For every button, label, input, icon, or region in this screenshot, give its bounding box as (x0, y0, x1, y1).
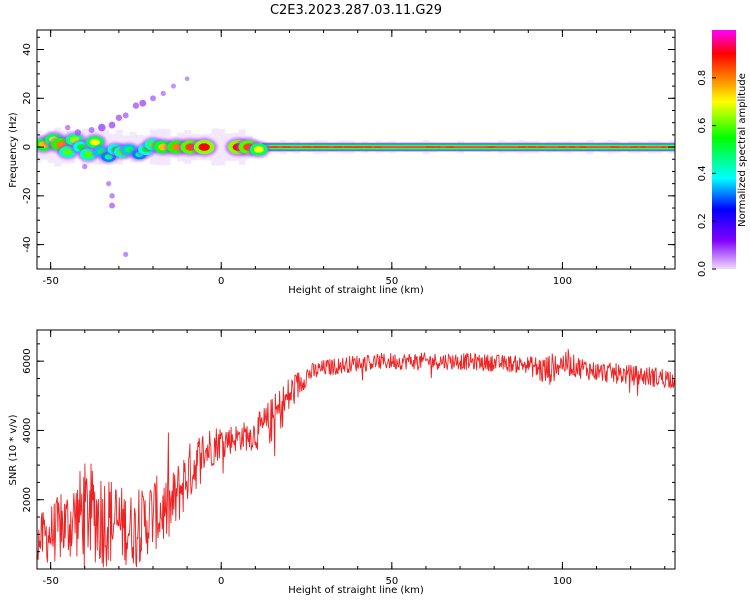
spectrogram-frame (36, 29, 676, 270)
spectral-scatter-point (108, 121, 116, 129)
spectrogram-xlabel: Height of straight line (km) (288, 285, 424, 296)
spectrogram-axes: -50 0 50 100 -40 -20 0 20 40 (22, 30, 675, 287)
figure-title: C2E3.2023.287.03.11.G29 (270, 3, 442, 18)
snr-frame (36, 329, 676, 570)
main-band-peak (528, 146, 537, 148)
spectrogram-ylabel: Frequency (Hz) (8, 112, 19, 188)
spectral-blob-core (83, 151, 93, 158)
main-band-peak (354, 146, 364, 148)
spectral-scatter-point (150, 95, 156, 102)
x-tick-label: -50 (42, 576, 58, 587)
colorbar: 0.0 0.2 0.4 0.6 0.8 Normalized spectral ampl… (697, 30, 748, 277)
main-band-peak (364, 146, 372, 148)
x-tick-label: 100 (553, 276, 572, 287)
main-band-peak (610, 146, 620, 148)
main-band-peak (323, 146, 330, 148)
colorbar-tick-label: 0.0 (697, 261, 708, 277)
spectral-scatter-point (184, 76, 190, 82)
x-tick-label: 100 (553, 576, 572, 587)
spectral-scatter-point (170, 83, 176, 89)
y-tick-label: 20 (22, 92, 33, 105)
y-tick-label: -20 (22, 188, 33, 204)
spectral-blob-core (90, 138, 100, 146)
main-band-peak (569, 146, 576, 148)
spectral-scatter-point (122, 112, 129, 119)
main-band-peak (518, 146, 526, 148)
colorbar-gradient (712, 30, 736, 269)
main-band-peak (374, 146, 381, 148)
x-tick-label: 50 (385, 576, 398, 587)
main-band-peak (344, 146, 354, 148)
main-band-peak (303, 146, 312, 148)
colorbar-tick-label: 0.6 (697, 118, 708, 134)
spectral-scatter-point (115, 114, 123, 121)
spectral-scatter-point (160, 90, 166, 97)
main-band-peak (640, 146, 646, 148)
x-tick-label: 0 (218, 276, 224, 287)
main-band-peak (487, 146, 496, 148)
main-band-peak (630, 146, 638, 148)
main-band-peak (282, 146, 291, 148)
spectrogram-heatmap (37, 76, 675, 257)
spectrogram-panel: -50 0 50 100 -40 -20 0 20 40 Height of straight … (8, 29, 676, 296)
y-tick-label: 40 (22, 43, 33, 56)
colorbar-tick-label: 0.2 (697, 213, 708, 229)
spectral-scatter-point (139, 99, 147, 107)
snr-ylabel: SNR (10 * v/v) (8, 414, 19, 485)
spectral-haze (218, 128, 226, 166)
main-band-peak (436, 146, 441, 148)
spectral-scatter-point (106, 181, 112, 187)
x-tick-label: -50 (42, 276, 58, 287)
main-band-peak (425, 146, 436, 148)
main-band-peak (272, 146, 278, 148)
main-band-peak (559, 146, 566, 148)
snr-panel: -50 0 50 100 2000 4000 6000 Height of straight… (8, 329, 676, 596)
snr-xlabel: Height of straight line (km) (288, 585, 424, 596)
snr-series-line (37, 349, 675, 568)
y-tick-label: 2000 (22, 487, 33, 512)
spectral-blob-core (253, 146, 264, 153)
colorbar-ticks: 0.0 0.2 0.4 0.6 0.8 (697, 70, 716, 277)
y-tick-label: 6000 (22, 348, 33, 373)
main-band-peak (313, 146, 323, 148)
main-band-peak (446, 146, 454, 148)
y-tick-label: 4000 (22, 418, 33, 443)
spectral-scatter-point (123, 251, 129, 257)
main-band-peak (333, 146, 343, 148)
main-band-peak (538, 146, 545, 148)
y-tick-label: -40 (22, 236, 33, 252)
spectral-scatter-point (88, 127, 95, 133)
y-tick-label: 0 (22, 144, 33, 150)
colorbar-tick-label: 0.4 (697, 165, 708, 181)
main-band-peak (661, 146, 666, 148)
spectral-scatter-point (109, 193, 115, 199)
colorbar-tick-label: 0.8 (697, 70, 708, 86)
main-band-layer (262, 146, 675, 148)
colorbar-label: Normalized spectral amplitude (737, 73, 748, 227)
spectral-scatter-point (98, 123, 106, 132)
spectral-scatter-point (82, 163, 88, 170)
spectral-scatter-point (132, 102, 140, 109)
spectral-blob-core (198, 143, 210, 151)
spectral-scatter-point (64, 124, 71, 131)
main-band-peak (579, 146, 587, 148)
snr-axes: -50 0 50 100 2000 4000 6000 (22, 330, 675, 587)
x-tick-label: 50 (385, 276, 398, 287)
spectral-blob-core (124, 146, 134, 153)
spectral-scatter-point (74, 129, 82, 136)
x-tick-label: 0 (218, 576, 224, 587)
spectral-scatter-point (109, 202, 116, 209)
spectral-blob-core (63, 148, 73, 155)
